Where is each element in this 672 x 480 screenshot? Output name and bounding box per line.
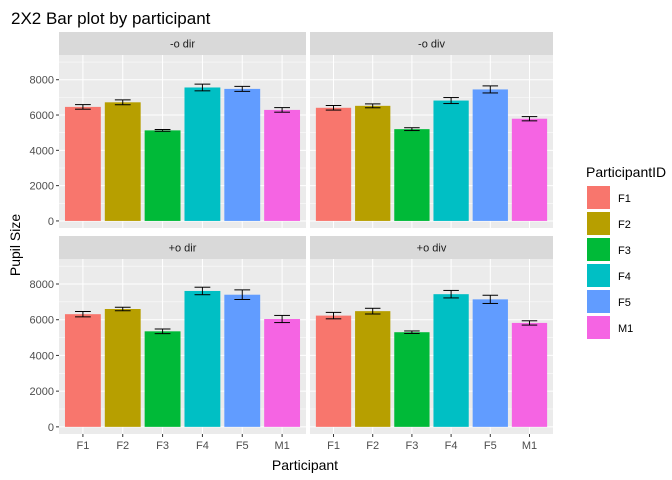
bar-M1	[264, 109, 301, 221]
legend-title: ParticipantID	[586, 164, 666, 180]
x-tick-label: F2	[116, 440, 129, 452]
x-tick-label: F3	[405, 440, 418, 452]
legend-key-F5	[587, 290, 610, 313]
y-axis-title: Pupil Size	[7, 214, 23, 276]
x-tick-label: F5	[484, 440, 497, 452]
panel-1: -o dir 0 2000 4000 6000 8000	[30, 32, 306, 228]
legend: ParticipantID F1 F2 F3 F4 F5 M1	[586, 164, 666, 339]
y-tick-label: 0	[48, 216, 54, 228]
bar-M1	[511, 118, 548, 221]
bar-F5	[224, 88, 261, 221]
bar-F2	[355, 105, 391, 221]
facet-strip	[59, 32, 306, 55]
bar-F5	[224, 294, 261, 427]
legend-key-M1	[587, 316, 610, 339]
y-tick-label: 0	[48, 422, 54, 434]
legend-label-F2: F2	[618, 219, 631, 231]
facet-strip-label: +o dir	[169, 243, 197, 255]
y-tick-label: 6000	[30, 110, 54, 122]
bar-F1	[64, 106, 101, 221]
bar-F4	[433, 100, 469, 221]
facet-strip-label: -o dir	[170, 39, 195, 51]
x-tick-label: F3	[156, 440, 169, 452]
panel-3: +o dir 0 2000 4000 6000 8000 F1 F2 F3 F4 F5 M1	[30, 236, 306, 452]
legend-label-M1: M1	[618, 323, 633, 335]
facet-strip	[310, 236, 553, 259]
y-tick-label: 6000	[30, 315, 54, 327]
bar-M1	[264, 319, 301, 427]
legend-label-F4: F4	[618, 271, 631, 283]
legend-key-F3	[587, 238, 610, 261]
x-tick-label: F1	[76, 440, 89, 452]
bar-F4	[433, 294, 469, 427]
bar-F2	[104, 102, 141, 221]
y-tick-label: 8000	[30, 279, 54, 291]
facet-strip-label: -o div	[418, 39, 445, 51]
x-tick-label: F1	[327, 440, 340, 452]
bar-F1	[315, 315, 352, 427]
bar-F3	[144, 130, 181, 221]
x-axis-title: Participant	[272, 457, 338, 473]
legend-label-F5: F5	[618, 297, 631, 309]
legend-key-F2	[587, 212, 610, 235]
y-tick-label: 2000	[30, 181, 54, 193]
bar-F3	[394, 129, 430, 221]
bar-F1	[315, 107, 352, 221]
facet-strip	[59, 236, 306, 259]
facet-strip	[310, 32, 553, 55]
bar-F4	[184, 87, 221, 221]
y-tick-label: 4000	[30, 350, 54, 362]
bar-F3	[144, 331, 181, 427]
panel-4: +o div F1 F2 F3 F4 F5 M1	[310, 236, 553, 452]
x-tick-label: M1	[274, 440, 289, 452]
x-tick-label: F2	[366, 440, 379, 452]
y-tick-label: 2000	[30, 386, 54, 398]
bar-M1	[511, 322, 548, 427]
bar-F4	[184, 290, 221, 427]
y-tick-label: 8000	[30, 75, 54, 87]
facet-strip-label: +o div	[417, 243, 447, 255]
bar-F1	[64, 314, 101, 427]
chart-title: 2X2 Bar plot by participant	[11, 9, 211, 28]
panels: -o dir 0 2000 4000 6000 8000 -o div +o dir 0 2000…	[30, 32, 553, 452]
panel-2: -o div	[310, 32, 553, 228]
x-tick-label: F4	[196, 440, 209, 452]
y-tick-label: 4000	[30, 145, 54, 157]
x-tick-label: F4	[445, 440, 458, 452]
bar-F2	[355, 311, 391, 427]
bar-F5	[472, 299, 508, 427]
bar-F2	[104, 309, 141, 427]
legend-key-F1	[587, 186, 610, 209]
legend-key-F4	[587, 264, 610, 287]
legend-label-F1: F1	[618, 193, 631, 205]
x-tick-label: M1	[522, 440, 537, 452]
legend-label-F3: F3	[618, 245, 631, 257]
x-tick-label: F5	[236, 440, 249, 452]
bar-F3	[394, 332, 430, 427]
bar-F5	[472, 89, 508, 221]
